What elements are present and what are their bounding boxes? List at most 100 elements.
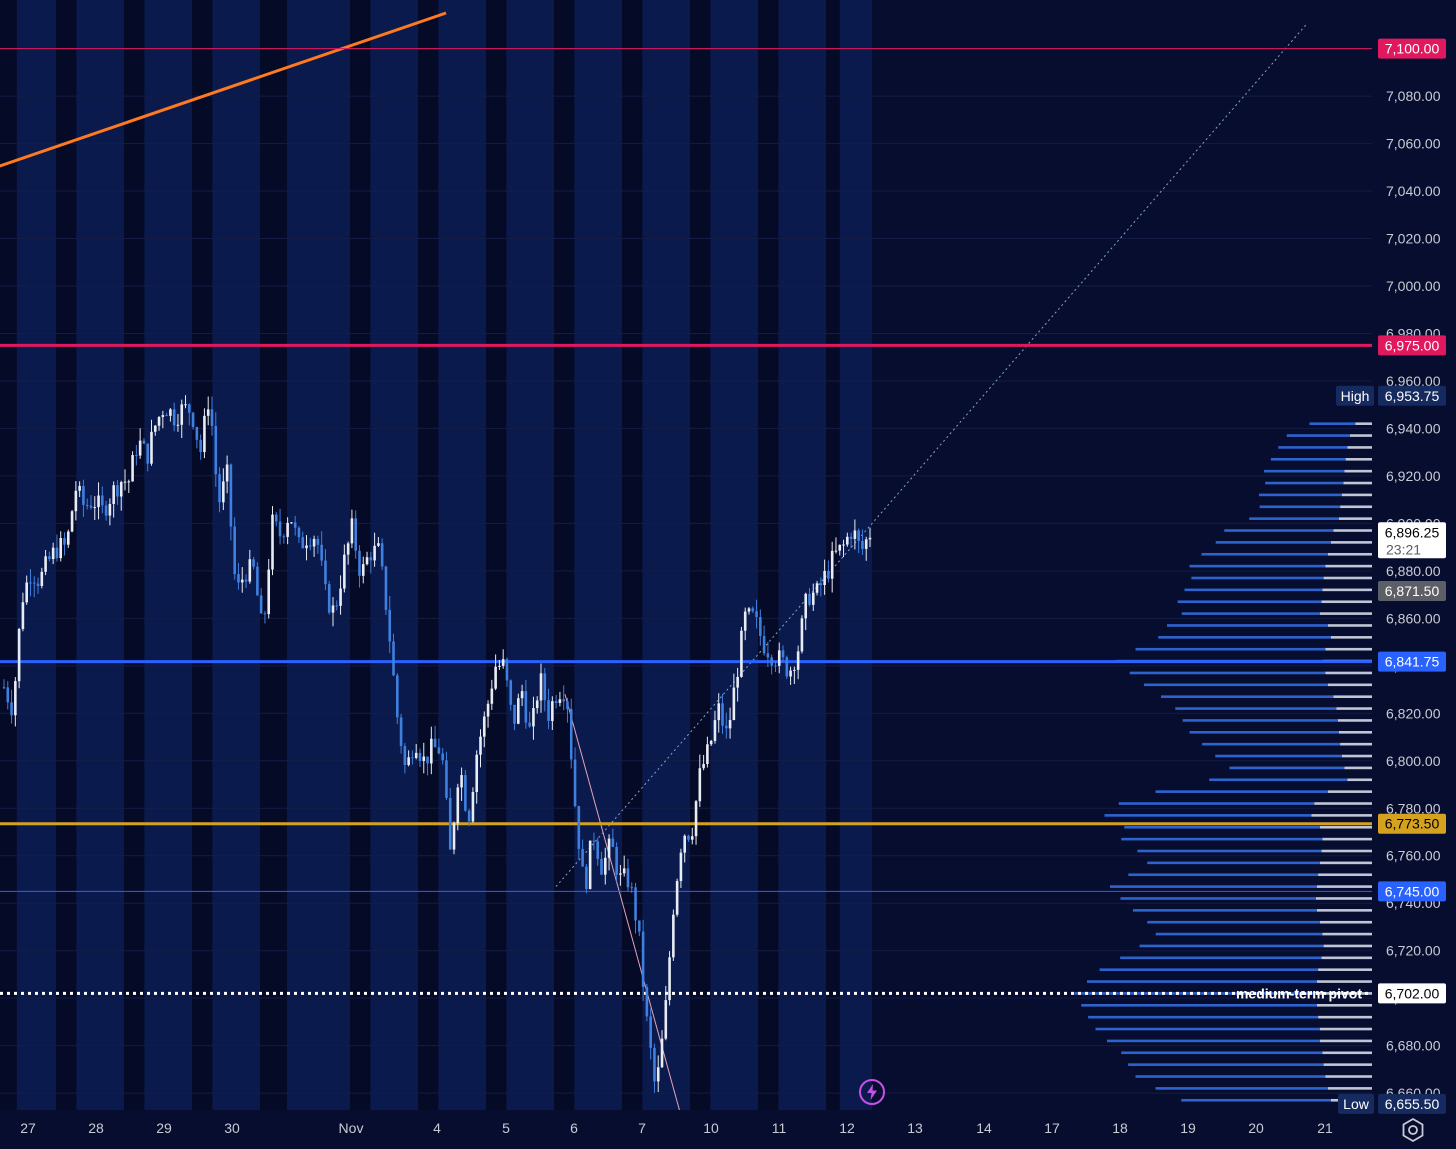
candle-body: [25, 582, 28, 603]
candle-body: [380, 543, 384, 567]
candle-body: [74, 490, 78, 512]
price-tick-label: 6,920.00: [1386, 468, 1441, 484]
profile-bar-up: [1120, 897, 1316, 900]
profile-bar-up: [1139, 944, 1324, 948]
candle-body: [596, 841, 600, 859]
candle-body: [123, 481, 127, 483]
profile-bar-up: [1099, 968, 1319, 971]
profile-bar-up: [1191, 576, 1324, 580]
candle-body: [709, 740, 713, 745]
candle-body: [505, 659, 509, 681]
overnight-band: [486, 0, 507, 1110]
profile-bar-down: [1323, 944, 1372, 948]
candle-body: [70, 511, 74, 532]
candle-body: [63, 538, 66, 545]
candle-body: [229, 464, 233, 527]
profile-bar-down: [1319, 612, 1372, 615]
candle-body: [66, 531, 70, 545]
profile-bar-down: [1336, 707, 1372, 710]
candle-body: [309, 545, 312, 547]
candle-body: [785, 657, 789, 677]
candle-body: [422, 756, 426, 761]
price-tick-label: 6,940.00: [1386, 420, 1441, 436]
level-price-tag-bg: [1378, 813, 1446, 834]
candle-body: [214, 425, 218, 475]
candle-body: [471, 792, 475, 822]
profile-bar-down: [1337, 719, 1372, 722]
profile-bar-up: [1129, 671, 1326, 675]
time-tick-label: 12: [839, 1120, 855, 1136]
candle-body: [324, 560, 327, 585]
profile-bar-down: [1328, 1087, 1372, 1090]
candle-body: [664, 1000, 668, 1039]
profile-bar-down: [1328, 624, 1372, 627]
candle-body: [441, 753, 444, 761]
candle-body: [539, 673, 543, 701]
session-band: [144, 0, 192, 1110]
profile-bar-down: [1339, 517, 1372, 520]
candle-body: [320, 544, 323, 561]
candle-body: [811, 592, 815, 605]
level-price-tag: 6,773.50: [1385, 816, 1440, 832]
candle-body: [195, 426, 199, 440]
candle-body: [573, 759, 577, 807]
lightning-icon[interactable]: [858, 1078, 886, 1106]
profile-bar-down: [1339, 730, 1372, 734]
candle-body: [834, 550, 838, 552]
candle-body: [51, 547, 55, 560]
price-tick-label: 6,880.00: [1386, 563, 1441, 579]
candle-body: [547, 700, 550, 721]
candle-body: [169, 409, 172, 416]
overnight-band: [56, 0, 77, 1110]
time-tick-label: 6: [570, 1120, 578, 1136]
profile-bar-up: [1155, 932, 1323, 936]
price-tick-label: 7,060.00: [1386, 136, 1441, 152]
time-tick-label: 20: [1248, 1120, 1264, 1136]
profile-bar-up: [1265, 481, 1344, 485]
candle-body: [690, 836, 694, 840]
profile-bar-down: [1328, 683, 1372, 687]
price-tick-label: 6,960.00: [1386, 373, 1441, 389]
profile-bar-down: [1325, 1075, 1372, 1078]
profile-bar-up: [1264, 469, 1345, 473]
candle-body: [732, 687, 736, 721]
candle-body: [354, 518, 357, 551]
candle-body: [815, 583, 819, 593]
candle-body: [641, 931, 645, 987]
profile-bar-down: [1344, 469, 1372, 473]
level-price-tag-bg: [1378, 335, 1446, 356]
candle-body: [747, 608, 751, 612]
profile-bar-up: [1158, 636, 1331, 639]
candle-body: [282, 536, 286, 538]
prev-close-tag-bg: [1378, 581, 1446, 602]
profile-bar-up: [1135, 647, 1326, 651]
prev-close-tag: 6,871.50: [1385, 583, 1440, 599]
candle-body: [199, 439, 202, 453]
profile-bar-up: [1259, 505, 1341, 509]
settings-icon[interactable]: [1400, 1117, 1426, 1143]
profile-bar-down: [1328, 552, 1372, 556]
candle-body: [93, 507, 97, 509]
candle-body: [588, 840, 592, 890]
profile-bar-up: [1081, 1003, 1317, 1007]
price-tick-label: 6,680.00: [1386, 1038, 1441, 1054]
candle-body: [392, 641, 395, 676]
price-tick-label: 6,860.00: [1386, 610, 1441, 626]
profile-bar-down: [1325, 564, 1372, 568]
price-tick-label: 7,020.00: [1386, 231, 1441, 247]
time-tick-label: 17: [1044, 1120, 1060, 1136]
profile-bar-up: [1087, 980, 1317, 983]
profile-bar-up: [1175, 707, 1337, 710]
candle-body: [460, 775, 463, 788]
profile-bar-up: [1182, 719, 1338, 722]
candle-body: [142, 440, 146, 444]
candle-body: [55, 547, 59, 559]
time-tick-label: 11: [772, 1120, 787, 1136]
profile-bar-up: [1181, 1098, 1331, 1102]
profile-bar-up: [1224, 529, 1334, 532]
candle-body: [724, 725, 728, 729]
level-price-tag-bg: [1378, 881, 1446, 902]
profile-bar-down: [1318, 873, 1372, 877]
level-annotation: medium-term pivot: [1236, 985, 1362, 1001]
